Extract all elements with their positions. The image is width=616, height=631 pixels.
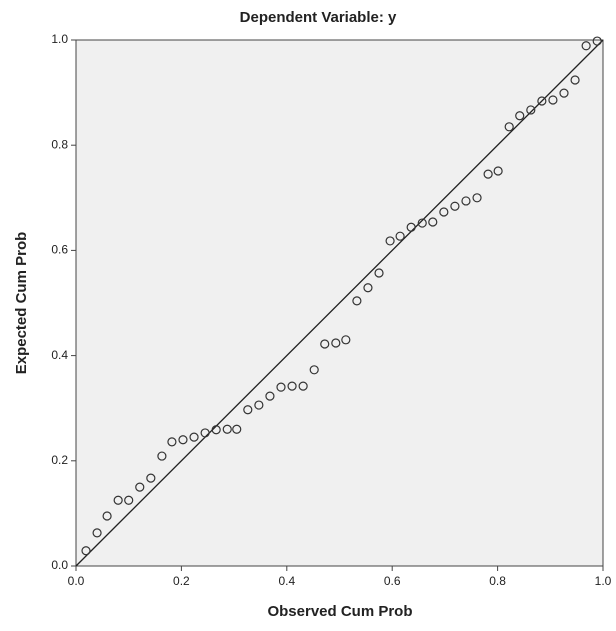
point — [276, 382, 286, 392]
point — [417, 218, 427, 228]
point — [548, 95, 558, 105]
point — [331, 338, 341, 348]
point — [92, 528, 102, 538]
point — [581, 41, 591, 51]
point — [200, 428, 210, 438]
y-tick-label: 0.2 — [51, 453, 68, 467]
point — [167, 437, 177, 447]
point — [254, 400, 264, 410]
point — [222, 424, 232, 434]
point — [461, 196, 471, 206]
point — [232, 424, 242, 434]
point — [146, 473, 156, 483]
y-tick-label: 0.0 — [51, 558, 68, 572]
point — [352, 296, 362, 306]
point — [81, 546, 91, 556]
point — [113, 495, 123, 505]
chart-title: Dependent Variable: y — [240, 9, 397, 26]
point — [178, 435, 188, 445]
point — [320, 339, 330, 349]
reference-line — [75, 39, 604, 567]
point — [385, 236, 395, 246]
point — [157, 451, 167, 461]
x-tick-label: 0.4 — [278, 574, 295, 588]
x-tick-label: 0.0 — [68, 574, 85, 588]
point — [341, 335, 351, 345]
x-tick-label: 0.2 — [173, 574, 190, 588]
point — [124, 495, 134, 505]
point — [450, 201, 460, 211]
point — [395, 231, 405, 241]
point — [298, 381, 308, 391]
y-tick-label: 1.0 — [51, 32, 68, 46]
point — [309, 365, 319, 375]
point — [439, 207, 449, 217]
point — [428, 217, 438, 227]
point — [374, 268, 384, 278]
point — [559, 88, 569, 98]
point — [265, 391, 275, 401]
point — [135, 482, 145, 492]
point — [537, 96, 547, 106]
point — [472, 193, 482, 203]
point — [211, 425, 221, 435]
point — [363, 283, 373, 293]
x-tick-label: 1.0 — [595, 574, 612, 588]
point — [493, 166, 503, 176]
point — [406, 222, 416, 232]
point — [483, 169, 493, 179]
point — [243, 405, 253, 415]
point — [515, 111, 525, 121]
point — [189, 432, 199, 442]
point — [592, 36, 602, 46]
point — [287, 381, 297, 391]
y-tick-label: 0.4 — [51, 348, 68, 362]
x-axis-label: Observed Cum Prob — [267, 603, 412, 620]
point — [102, 511, 112, 521]
x-tick-label: 0.6 — [384, 574, 401, 588]
point — [526, 105, 536, 115]
point — [504, 122, 514, 132]
y-tick-label: 0.6 — [51, 243, 68, 257]
point — [570, 75, 580, 85]
x-tick-label: 0.8 — [489, 574, 506, 588]
y-axis-label: Expected Cum Prob — [13, 232, 30, 375]
y-tick-label: 0.8 — [51, 137, 68, 151]
